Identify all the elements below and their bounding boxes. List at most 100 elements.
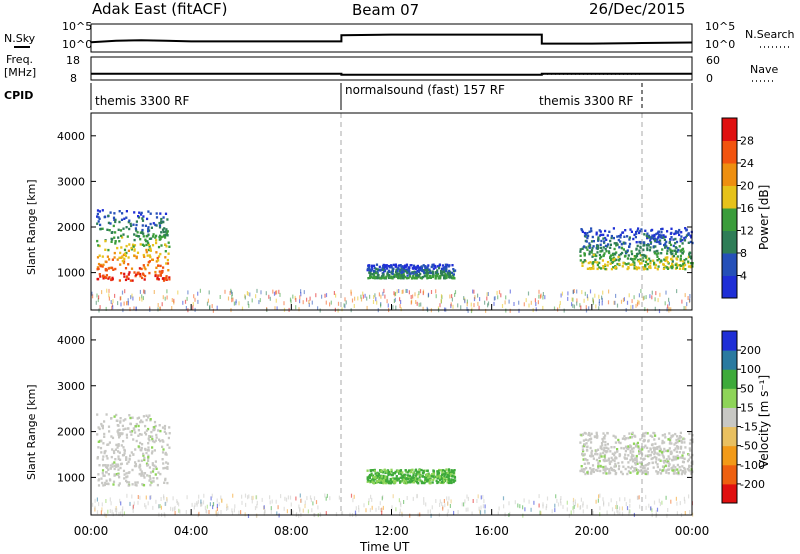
power-marks-cell [133, 254, 136, 258]
power-bar-label: Power [dB] [757, 185, 771, 250]
vel-marks-cell [156, 483, 159, 487]
vel-marks-cell [595, 449, 598, 452]
vel-marks-cell [117, 465, 120, 468]
power-marks-cell [125, 276, 129, 279]
vel-marks-noise-cell [277, 505, 279, 510]
power-marks-noise-cell [497, 295, 499, 300]
power-marks-cell [385, 267, 389, 270]
vel-marks-cell [673, 449, 676, 452]
power-marks-cell [629, 263, 632, 266]
power-marks-cell [138, 211, 141, 214]
power-marks-cell [148, 245, 151, 248]
vel-marks-cell [438, 468, 441, 472]
power-marks-cell [683, 236, 686, 240]
power-marks-cell [680, 231, 683, 234]
vel-marks-cell [103, 435, 106, 438]
power-marks-cell [398, 272, 401, 275]
vel-marks-cell [142, 484, 146, 487]
power-marks-cell [656, 238, 659, 241]
power-marks-cell [143, 244, 146, 247]
power-marks-noise-cell [366, 296, 368, 301]
power-marks-cell [664, 256, 667, 259]
vel-marks-cell [451, 470, 455, 474]
power-marks-cell [649, 259, 652, 263]
vel-marks-cell [614, 435, 617, 438]
power-marks-cell [373, 273, 376, 276]
power-marks-cell [416, 269, 419, 273]
power-marks-cell [101, 209, 104, 212]
vel-marks-noise-cell [115, 511, 117, 516]
vel-marks-cell [366, 476, 369, 479]
vel-marks-cell [372, 476, 375, 479]
power-marks-cell [400, 276, 403, 279]
power-marks-cell [164, 212, 168, 215]
vel-marks-cell [151, 446, 154, 449]
vel-marks-cell [582, 468, 586, 471]
vel-marks-cell [637, 469, 640, 472]
vel-marks-cell [595, 433, 598, 436]
vel-marks-noise-cell [116, 508, 118, 513]
vel-marks-cell [447, 477, 450, 480]
vel-marks-noise-cell [653, 500, 656, 505]
power-marks-cell [386, 272, 389, 275]
power-marks-cell [123, 275, 126, 278]
power-marks-cell [446, 271, 450, 274]
power-marks-cell [687, 255, 690, 259]
power-marks-noise-cell [509, 308, 511, 313]
power-marks-cell [376, 268, 379, 271]
power-marks-cell [609, 246, 612, 249]
power-marks-cell [141, 219, 145, 222]
power-marks-noise-cell [580, 305, 582, 310]
vel-marks-cell [651, 461, 654, 464]
power-marks-noise-cell [130, 295, 132, 300]
vel-marks-cell [143, 458, 146, 462]
vel-marks-noise-cell [645, 505, 647, 510]
vel-marks-cell [137, 416, 141, 419]
vel-marks-cell [671, 434, 675, 437]
power-marks-noise-cell [571, 297, 573, 302]
power-marks-cell [653, 252, 656, 255]
power-marks-cell [448, 276, 451, 279]
power-marks-cell [612, 227, 615, 230]
power-marks-noise-cell [272, 289, 274, 294]
vel-marks-cell [114, 458, 117, 461]
time-tick-label: 00:00 [74, 524, 109, 538]
vel-marks-cell [684, 468, 687, 471]
power-marks-noise-cell [505, 295, 507, 300]
power-marks-cell [657, 265, 660, 268]
power-marks-noise-cell [362, 294, 364, 299]
vel-marks-cell [609, 466, 613, 470]
vel-marks-noise-cell [423, 500, 425, 505]
power-marks-noise-cell [216, 305, 218, 310]
vel-marks-noise-cell [621, 511, 624, 516]
power-marks-cell [606, 261, 610, 264]
vel-marks-cell [676, 435, 679, 438]
vel-marks-noise-cell [658, 498, 660, 503]
power-marks-cell [127, 249, 130, 252]
power-marks-cell [147, 241, 150, 245]
vel-marks-cell [410, 468, 413, 472]
vel-marks-cell [652, 466, 655, 469]
vel-marks-cell [433, 477, 436, 480]
power-marks-cell [166, 262, 170, 265]
power-marks-noise-cell [622, 298, 625, 302]
vel-marks-cell [133, 464, 137, 468]
power-marks-cell [620, 243, 623, 246]
power-marks-noise-cell [435, 289, 437, 294]
power-marks-cell [423, 274, 426, 278]
power-marks-cell [605, 238, 608, 241]
vel-marks-noise-cell [340, 511, 343, 516]
power-marks-cell [162, 279, 166, 282]
vel-marks-noise-cell [502, 496, 505, 501]
power-marks-cell [597, 246, 600, 249]
power-marks-cell [394, 263, 397, 266]
power-marks-cell [145, 243, 148, 247]
power-marks-noise-cell [608, 289, 610, 294]
power-marks-noise-cell [410, 295, 412, 299]
vel-marks-noise-cell [431, 505, 433, 510]
vel-marks-cell [147, 454, 150, 457]
power-marks-cell [621, 265, 624, 268]
power-marks-cell [581, 247, 584, 250]
power-marks-noise-cell [400, 300, 402, 304]
power-marks-cell [609, 255, 612, 259]
